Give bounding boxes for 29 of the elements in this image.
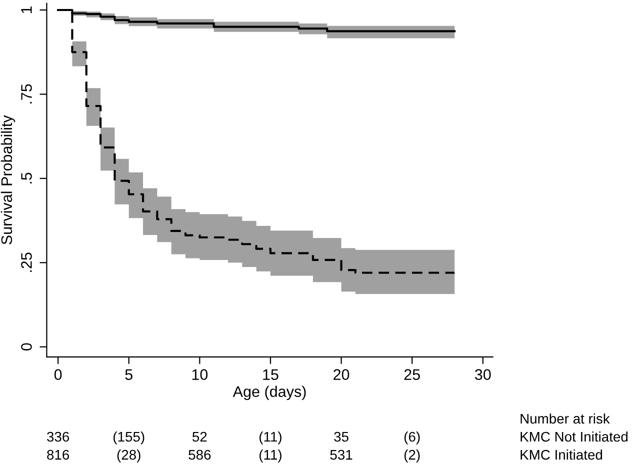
text: (155) [114, 431, 144, 444]
x-tick-label: 10 [192, 369, 208, 380]
y-axis-title: Survival Probability [0, 115, 16, 244]
text: (11) [259, 431, 282, 444]
y-tick-label: .5 [21, 172, 32, 184]
text: (28) [117, 450, 140, 462]
x-tick-label: 15 [263, 369, 278, 380]
text: 816 [47, 450, 70, 460]
y-tick-label: .75 [21, 84, 32, 104]
text: 52 [192, 432, 207, 442]
y-tick-label: .25 [21, 252, 32, 272]
text: (2) [404, 450, 420, 462]
text: KMC Not Initiated [520, 431, 628, 442]
text: KMC Initiated [520, 450, 602, 460]
x-tick-label: 25 [404, 369, 420, 380]
text: 531 [330, 450, 352, 460]
y-tick-label: 0 [21, 343, 32, 350]
text: 586 [188, 450, 211, 460]
x-tick-label: 20 [334, 369, 350, 380]
text: (6) [404, 431, 420, 444]
text: Number at risk [520, 413, 610, 424]
text: (11) [259, 450, 282, 462]
x-tick-label: 0 [54, 369, 62, 380]
x-axis-title: Age (days) [232, 386, 306, 400]
text: 336 [46, 432, 70, 442]
y-tick-label: 1 [21, 6, 32, 14]
x-tick-label: 30 [474, 369, 491, 380]
x-tick-label: 5 [125, 369, 132, 380]
text: 35 [334, 432, 348, 442]
